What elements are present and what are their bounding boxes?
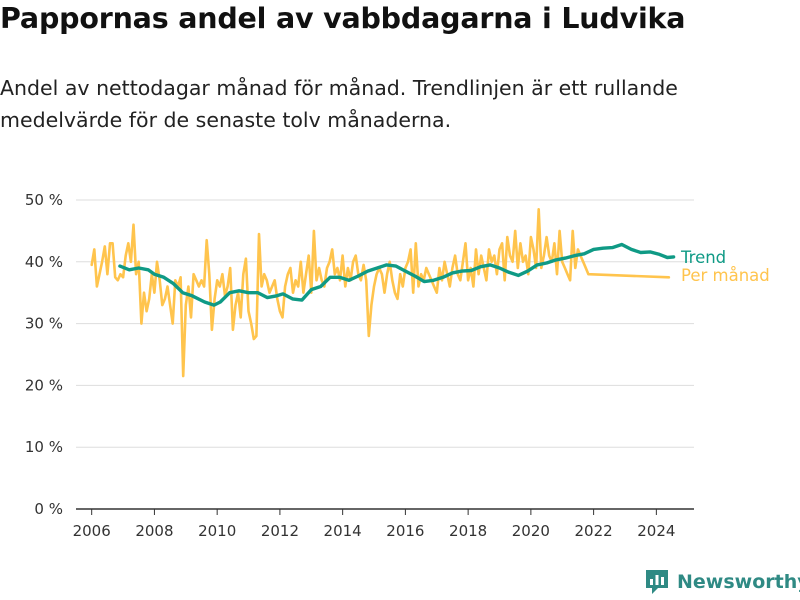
y-tick-label: 20 % bbox=[25, 376, 63, 394]
chart-title: Pappornas andel av vabbdagarna i Ludvika bbox=[0, 2, 686, 35]
newsworthy-logo-icon bbox=[646, 570, 668, 594]
newsworthy-brand-text: Newsworthy bbox=[677, 571, 800, 593]
x-tick-label: 2018 bbox=[449, 522, 487, 540]
x-tick-label: 2016 bbox=[386, 522, 424, 540]
x-tick-label: 2020 bbox=[512, 522, 550, 540]
y-tick-label: 50 % bbox=[25, 191, 63, 209]
x-tick-label: 2008 bbox=[135, 522, 173, 540]
y-tick-label: 10 % bbox=[25, 438, 63, 456]
series-label-trend: Trend bbox=[680, 248, 726, 267]
x-tick-label: 2024 bbox=[637, 522, 675, 540]
x-tick-label: 2006 bbox=[73, 522, 111, 540]
x-tick-label: 2014 bbox=[324, 522, 362, 540]
y-tick-label: 0 % bbox=[34, 500, 63, 518]
x-tick-label: 2010 bbox=[198, 522, 236, 540]
series-line-per-manad bbox=[90, 208, 671, 378]
x-tick-label: 2022 bbox=[575, 522, 613, 540]
y-tick-label: 40 % bbox=[25, 253, 63, 271]
y-tick-label: 30 % bbox=[25, 315, 63, 333]
series-line-trend bbox=[118, 242, 676, 307]
newsworthy-logo: Newsworthy bbox=[644, 568, 800, 596]
chart-subtitle: Andel av nettodagar månad för månad. Tre… bbox=[0, 76, 678, 132]
series-label-per-manad: Per månad bbox=[681, 266, 770, 285]
x-tick-label: 2012 bbox=[261, 522, 299, 540]
